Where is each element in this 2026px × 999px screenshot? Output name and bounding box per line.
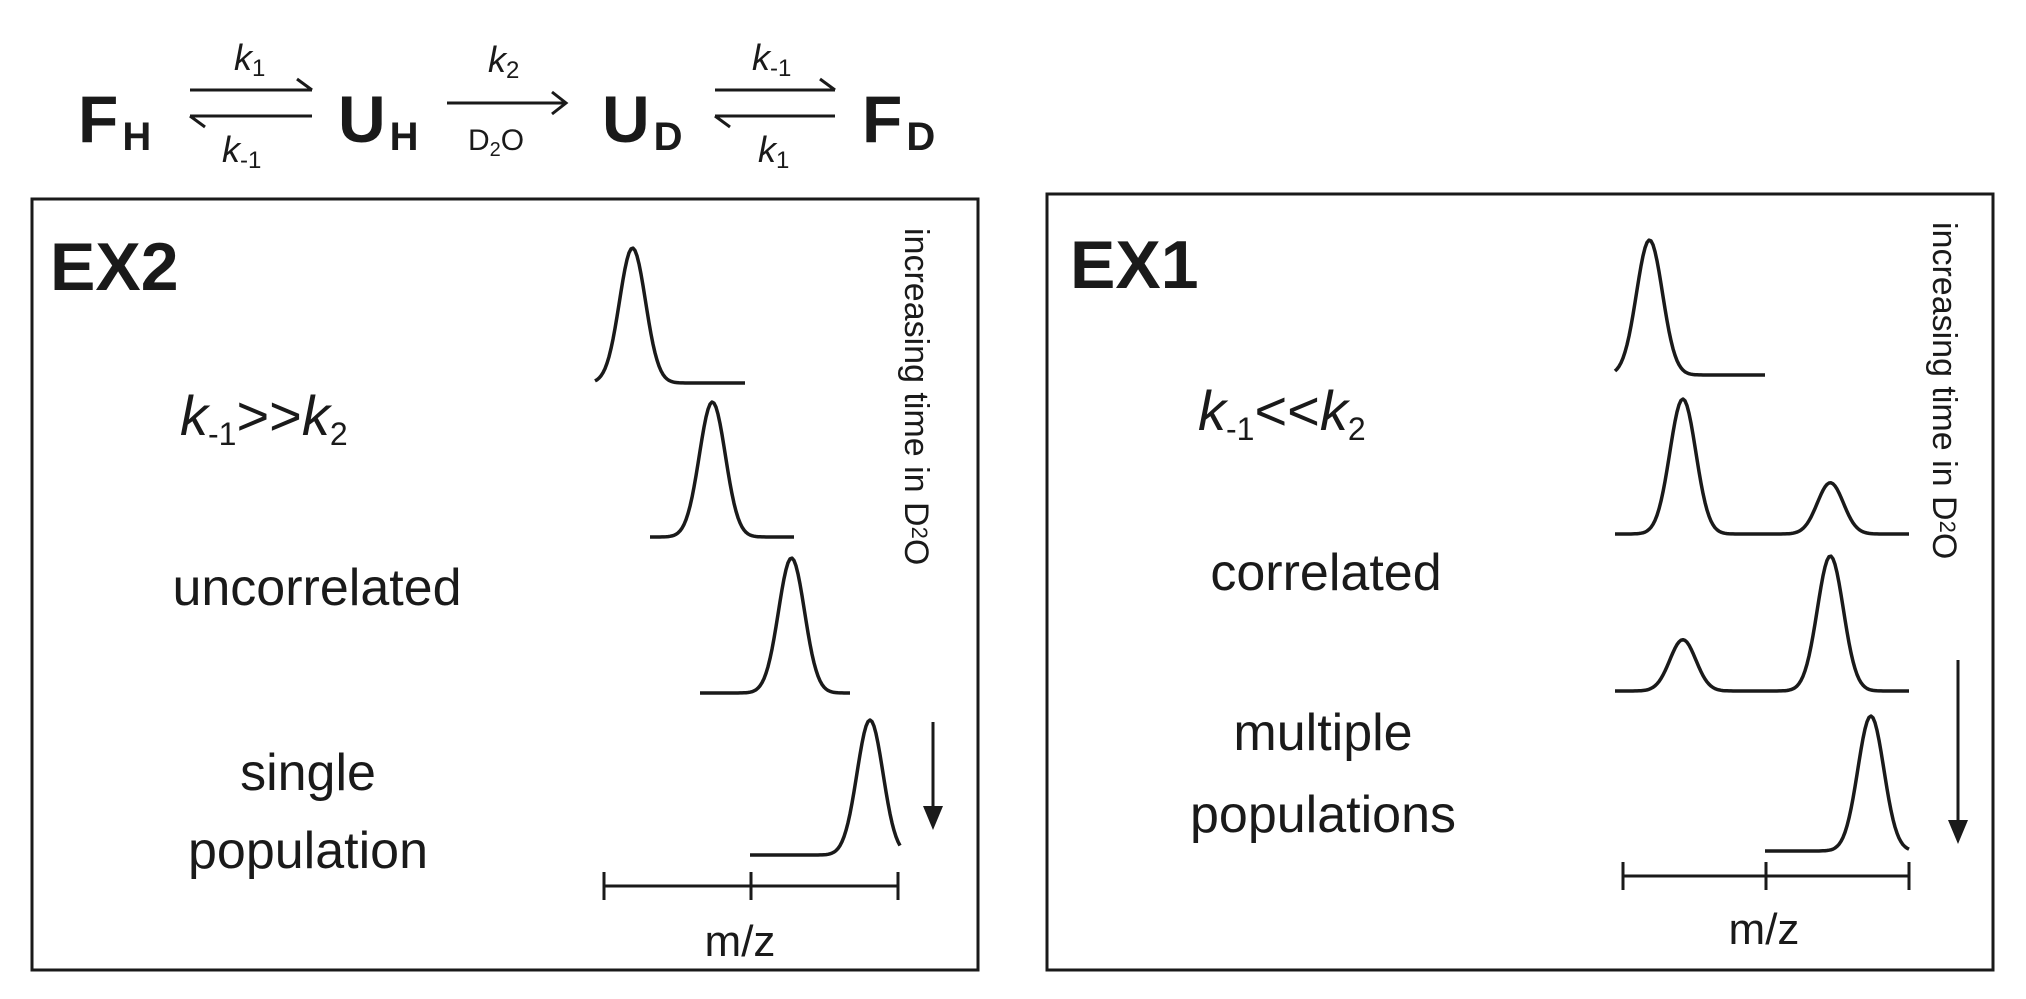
forward-arrow-k2: k2 D2O (447, 39, 569, 161)
mass-spectrum-trace (700, 556, 850, 695)
time-arrow: increasing time in D2O (1925, 222, 1968, 844)
correlation-label: uncorrelated (172, 559, 461, 617)
solvent-d2o: D2O (468, 124, 524, 161)
equilibrium-arrow-1: k1 k-1 (189, 37, 313, 174)
rate-condition: k-1<<k2 (1198, 379, 1366, 447)
rate-condition: k-1>>k2 (180, 384, 348, 452)
mz-axis-label: m/z (705, 917, 776, 966)
mass-spectrum-trace (1613, 238, 1765, 377)
mz-axis-label: m/z (1729, 905, 1800, 954)
panel-frame (1045, 192, 1995, 972)
population-label-line-2: populations (1190, 786, 1456, 844)
correlation-label: correlated (1210, 544, 1441, 602)
population-label-line-1: single (240, 744, 376, 802)
spectra-stack (1613, 238, 1910, 853)
mass-spectrum-trace (650, 400, 794, 539)
mass-spectrum-trace (1615, 397, 1909, 536)
panel-title: EX1 (1070, 227, 1199, 303)
population-label-line-2: population (188, 822, 428, 880)
panel-ex2: EX2 k-1>>k2 uncorrelated single populati… (30, 197, 980, 972)
panel-title: EX2 (50, 229, 179, 305)
mz-axis: m/z (602, 872, 900, 966)
rate-k-1-forward: k-1 (752, 37, 791, 82)
panel-ex1: EX1 k-1<<k2 correlated multiple populati… (1045, 192, 1995, 972)
rate-k1-reverse: k1 (758, 129, 789, 174)
equilibrium-arrow-2: k-1 k1 (714, 37, 836, 174)
time-label: increasing time in D2O (897, 228, 935, 565)
mass-spectrum-trace (594, 246, 745, 385)
mz-axis: m/z (1621, 862, 1911, 954)
panel-frame (30, 197, 980, 972)
time-arrow: increasing time in D2O (897, 228, 943, 830)
population-label-line-1: multiple (1233, 704, 1412, 762)
time-label: increasing time in D2O (1925, 222, 1963, 559)
rate-k2: k2 (488, 39, 519, 84)
mass-spectrum-trace (1615, 554, 1909, 693)
spectra-stack (594, 246, 902, 857)
rate-k-1-reverse: k-1 (222, 129, 261, 174)
mass-spectrum-trace (750, 718, 902, 857)
mass-spectrum-trace (1765, 714, 1910, 853)
rate-k1-forward: k1 (234, 37, 265, 82)
